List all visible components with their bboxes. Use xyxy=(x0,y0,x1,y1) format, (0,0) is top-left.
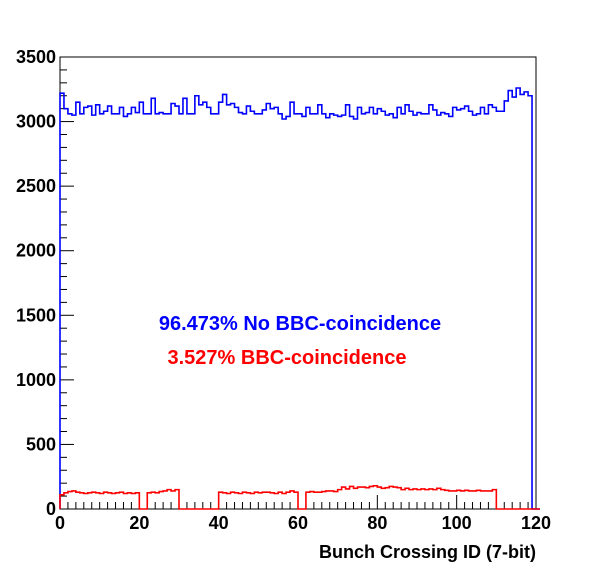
x-axis-title: Bunch Crossing ID (7-bit) xyxy=(319,542,536,562)
no-bbc-annotation: 96.473% No BBC-coincidence xyxy=(159,313,441,335)
x-tick-label: 120 xyxy=(521,513,551,533)
x-tick-label: 60 xyxy=(288,513,308,533)
bbc-annotation: 3.527% BBC-coincidence xyxy=(168,347,407,369)
x-tick-label: 40 xyxy=(209,513,229,533)
y-tick-label: 1000 xyxy=(16,370,56,390)
y-tick-label: 3500 xyxy=(16,47,56,67)
x-axis: 0 20 40 60 80 100 120 xyxy=(55,495,551,533)
x-tick-label: 100 xyxy=(442,513,472,533)
y-tick-label: 2500 xyxy=(16,176,56,196)
y-tick-label: 0 xyxy=(46,499,56,519)
x-tick-label: 0 xyxy=(55,513,65,533)
y-tick-label: 3000 xyxy=(16,112,56,132)
plot-frame xyxy=(59,56,537,510)
y-axis: 0 500 1000 1500 2000 2500 3000 3500 xyxy=(16,47,74,519)
x-tick-label: 20 xyxy=(129,513,149,533)
y-tick-label: 1500 xyxy=(16,305,56,325)
y-tick-label: 2000 xyxy=(16,241,56,261)
series-line-no-bbc xyxy=(59,87,540,510)
x-tick-label: 80 xyxy=(367,513,387,533)
series-layer xyxy=(59,87,540,510)
series-line-bbc xyxy=(59,484,540,510)
y-tick-label: 500 xyxy=(26,434,56,454)
